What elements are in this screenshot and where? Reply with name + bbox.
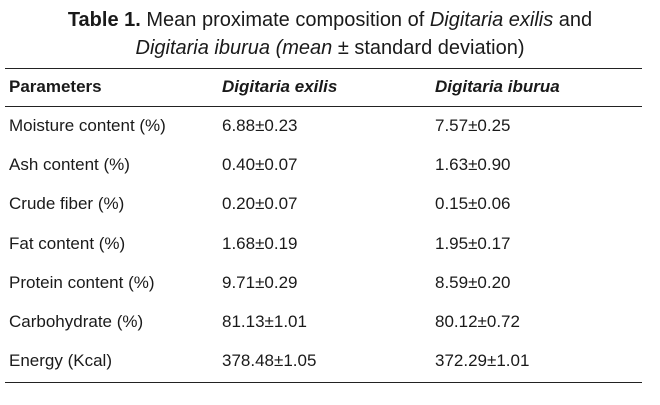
cell-digitaria-exilis-value: 81.13±1.01 xyxy=(222,312,307,332)
table-row: Moisture content (%) 6.88±0.23 7.57±0.25 xyxy=(0,106,660,145)
caption-text-3: (mean xyxy=(270,37,333,59)
caption-text-4: ± standard deviation) xyxy=(332,37,525,59)
cell-digitaria-iburua-value: 0.15±0.06 xyxy=(435,194,511,214)
cell-digitaria-iburua-value: 372.29±1.01 xyxy=(435,351,530,371)
caption-line-2: Digitaria iburua (mean ± standard deviat… xyxy=(0,34,660,62)
caption-label: Table 1. xyxy=(67,9,141,31)
table-row: Ash content (%) 0.40±0.07 1.63±0.90 xyxy=(0,145,660,184)
cell-digitaria-iburua-value: 7.57±0.25 xyxy=(435,115,511,135)
cell-parameter: Protein content (%) xyxy=(9,272,155,292)
table-body: Moisture content (%) 6.88±0.23 7.57±0.25 As… xyxy=(0,106,660,381)
cell-parameter: Fat content (%) xyxy=(9,233,126,253)
table-caption: Table 1. Mean proximate composition of D… xyxy=(0,6,660,62)
caption-species-1: Digitaria exilis xyxy=(429,9,554,31)
table-top-rule xyxy=(5,68,642,69)
cell-digitaria-iburua-value: 8.59±0.20 xyxy=(435,272,511,292)
cell-digitaria-exilis-value: 6.88±0.23 xyxy=(222,115,298,135)
table-row: Fat content (%) 1.68±0.19 1.95±0.17 xyxy=(0,224,660,263)
header-parameters: Parameters xyxy=(9,77,102,96)
cell-digitaria-iburua-value: 80.12±0.72 xyxy=(435,312,520,332)
table-row: Carbohydrate (%) 81.13±1.01 80.12±0.72 xyxy=(0,302,660,341)
caption-species-2: Digitaria iburua xyxy=(135,37,271,59)
caption-text-2: and xyxy=(553,9,593,31)
cell-digitaria-exilis-value: 9.71±0.29 xyxy=(222,272,298,292)
cell-digitaria-exilis-value: 378.48±1.05 xyxy=(222,351,317,371)
table-row: Energy (Kcal) 378.48±1.05 372.29±1.01 xyxy=(0,342,660,381)
caption-text-1: Mean proximate composition of xyxy=(140,9,430,31)
table-row: Crude fiber (%) 0.20±0.07 0.15±0.06 xyxy=(0,185,660,224)
header-digitaria-iburua: Digitaria iburua xyxy=(435,77,560,96)
cell-parameter: Moisture content (%) xyxy=(9,115,166,135)
caption-line-1: Table 1. Mean proximate composition of D… xyxy=(0,6,660,34)
table-header-row: Parameters Digitaria exilis Digitaria ib… xyxy=(0,68,660,106)
header-digitaria-exilis: Digitaria exilis xyxy=(222,77,338,96)
cell-parameter: Carbohydrate (%) xyxy=(9,312,144,332)
cell-digitaria-exilis-value: 0.40±0.07 xyxy=(222,154,298,174)
composition-table: Parameters Digitaria exilis Digitaria ib… xyxy=(0,68,660,381)
cell-parameter: Ash content (%) xyxy=(9,154,130,174)
cell-parameter: Energy (Kcal) xyxy=(9,351,112,371)
cell-parameter: Crude fiber (%) xyxy=(9,194,125,214)
table-header-rule xyxy=(5,106,642,107)
cell-digitaria-iburua-value: 1.63±0.90 xyxy=(435,154,511,174)
table-row: Protein content (%) 9.71±0.29 8.59±0.20 xyxy=(0,263,660,302)
cell-digitaria-iburua-value: 1.95±0.17 xyxy=(435,233,511,253)
cell-digitaria-exilis-value: 0.20±0.07 xyxy=(222,194,298,214)
cell-digitaria-exilis-value: 1.68±0.19 xyxy=(222,233,298,253)
table-bottom-rule xyxy=(5,382,642,383)
